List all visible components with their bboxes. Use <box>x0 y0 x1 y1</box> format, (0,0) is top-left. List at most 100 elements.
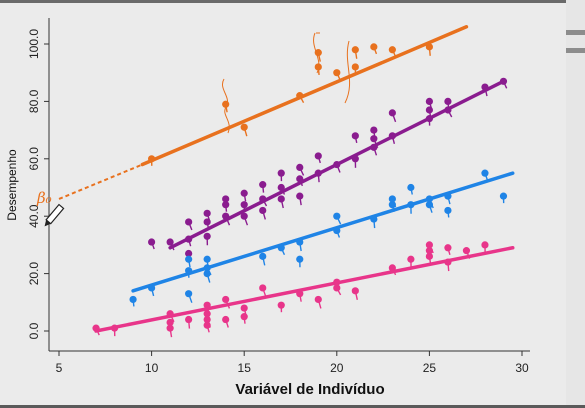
data-point <box>389 132 396 139</box>
data-point <box>167 310 174 317</box>
data-point <box>426 98 433 105</box>
data-point <box>333 161 340 168</box>
data-point <box>222 316 229 323</box>
data-point <box>370 43 377 50</box>
data-point <box>185 218 192 225</box>
data-point <box>352 46 359 53</box>
x-tick-label: 5 <box>56 361 63 375</box>
data-point <box>222 213 229 220</box>
data-point <box>204 233 211 240</box>
data-point <box>315 49 322 56</box>
data-point <box>426 43 433 50</box>
data-point <box>315 296 322 303</box>
data-point <box>444 193 451 200</box>
data-point <box>426 115 433 122</box>
data-point <box>352 132 359 139</box>
data-point <box>389 109 396 116</box>
data-point <box>444 207 451 214</box>
series-group <box>92 241 512 337</box>
data-point <box>259 253 266 260</box>
data-point <box>296 175 303 182</box>
data-point <box>370 215 377 222</box>
data-point <box>296 290 303 297</box>
data-point <box>333 213 340 220</box>
series-group <box>148 78 507 263</box>
data-point <box>222 195 229 202</box>
data-point <box>241 213 248 220</box>
data-point <box>278 170 285 177</box>
data-point <box>129 296 136 303</box>
data-point <box>352 155 359 162</box>
data-point <box>241 124 248 131</box>
data-point <box>148 238 155 245</box>
data-point <box>204 310 211 317</box>
regression-line <box>142 27 466 165</box>
x-axis-label: Variável de Indivíduo <box>235 381 384 398</box>
data-point <box>167 238 174 245</box>
scroll-marker <box>566 48 585 53</box>
data-point <box>315 170 322 177</box>
data-point <box>259 284 266 291</box>
data-point <box>352 287 359 294</box>
data-point <box>481 170 488 177</box>
y-tick-label: 20.0 <box>27 262 41 286</box>
x-tick-label: 25 <box>423 361 437 375</box>
data-point <box>259 207 266 214</box>
data-point <box>463 247 470 254</box>
data-point <box>389 264 396 271</box>
data-point <box>185 267 192 274</box>
data-point <box>185 290 192 297</box>
data-point <box>481 83 488 90</box>
data-point <box>296 193 303 200</box>
y-axis-label: Desempenho <box>5 149 19 221</box>
data-point <box>407 256 414 263</box>
data-point <box>278 244 285 251</box>
data-point <box>426 195 433 202</box>
y-tick-label: 100.0 <box>27 29 41 59</box>
data-point <box>241 201 248 208</box>
data-point <box>278 302 285 309</box>
y-tick-label: 0.0 <box>27 322 41 339</box>
x-tick-label: 10 <box>145 361 159 375</box>
data-point <box>500 193 507 200</box>
data-point <box>407 184 414 191</box>
data-point <box>389 46 396 53</box>
data-point <box>333 69 340 76</box>
data-point <box>333 279 340 286</box>
data-point <box>296 256 303 263</box>
data-point <box>296 92 303 99</box>
data-point <box>111 325 118 332</box>
y-tick-label: 40.0 <box>27 204 41 228</box>
data-point <box>444 259 451 266</box>
data-point <box>333 227 340 234</box>
data-point <box>222 296 229 303</box>
data-point <box>296 238 303 245</box>
data-point <box>389 195 396 202</box>
series-group <box>59 27 466 199</box>
data-point <box>204 256 211 263</box>
data-point <box>315 63 322 70</box>
data-point <box>407 201 414 208</box>
x-tick-label: 15 <box>238 361 252 375</box>
data-point <box>185 256 192 263</box>
beta-zero-annotation: β₀ <box>36 189 52 207</box>
data-point <box>92 325 99 332</box>
data-point <box>148 155 155 162</box>
data-point <box>315 152 322 159</box>
annotations <box>42 33 349 228</box>
data-point <box>241 190 248 197</box>
data-point <box>426 241 433 248</box>
data-point <box>241 304 248 311</box>
data-point <box>370 127 377 134</box>
data-marks <box>59 27 513 337</box>
data-point <box>481 241 488 248</box>
data-point <box>204 210 211 217</box>
scroll-marker <box>566 30 585 35</box>
x-tick-label: 20 <box>330 361 344 375</box>
data-point <box>204 302 211 309</box>
x-tick-label: 30 <box>515 361 529 375</box>
scrollbar-strip[interactable] <box>566 0 585 405</box>
